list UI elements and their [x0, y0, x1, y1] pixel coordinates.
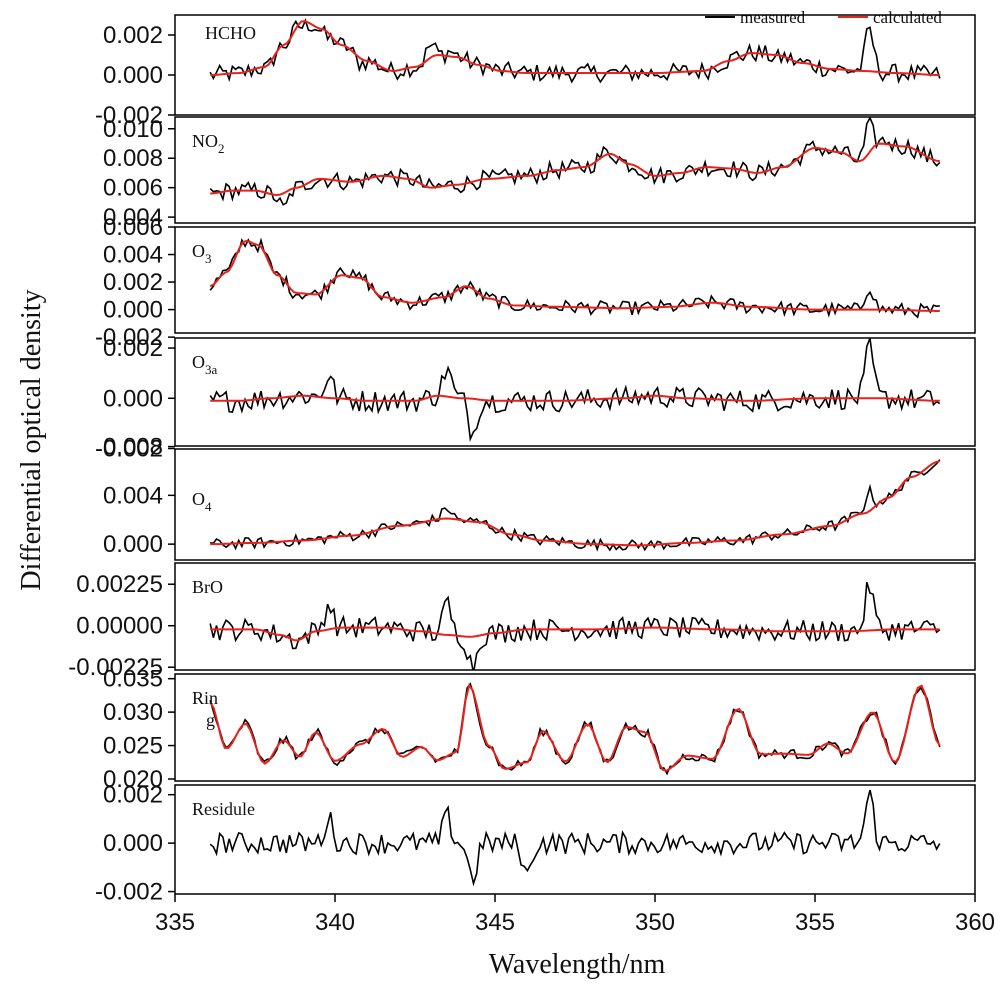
panel-label-3: O3a [192, 352, 218, 377]
y-tick-label-0-0: -0.002 [95, 102, 163, 129]
series-measured-5 [209, 581, 941, 670]
series-measured-2 [209, 237, 940, 319]
legend: measured calculated [705, 8, 942, 27]
panel-4: 0.000 0.004 0.008 O4 [103, 434, 976, 561]
legend-calculated-label: calculated [873, 8, 942, 27]
y-tick-label-1-0: 0.004 [103, 204, 163, 231]
y-tick-label-1-1: 0.006 [103, 175, 163, 202]
panel-frame-3 [174, 337, 976, 447]
panel-5: -0.00225 0.00000 0.00225 BrO [68, 562, 976, 681]
panel-frame-6 [174, 673, 976, 782]
x-tick-label-5: 360 [955, 909, 995, 936]
series-calculated-6 [209, 683, 941, 772]
x-tick-label-0: 335 [155, 909, 195, 936]
series-calculated-2 [209, 239, 940, 312]
series-measured-3 [209, 338, 941, 442]
y-tick-label-4-1: 0.004 [103, 482, 163, 509]
y-tick-label-3-0: -0.002 [95, 436, 163, 463]
x-axis: 335 340 345 350 355 360 [155, 894, 995, 936]
panel-frame-4 [174, 448, 976, 561]
panel-7: -0.002 0.000 0.002 Residule [95, 782, 976, 906]
x-tick-label-2: 345 [475, 909, 515, 936]
panel-label-sub-3: 3a [205, 362, 218, 377]
panel-label-sub-2: 3 [205, 251, 212, 266]
panel-0: -0.002 0.000 0.002 HCHO [95, 14, 976, 129]
y-tick-label-2-4: 0.006 [103, 214, 163, 241]
y-tick-label-4-2: 0.008 [103, 434, 163, 461]
y-tick-label-2-0: -0.002 [95, 324, 163, 351]
x-axis-label: Wavelength/nm [489, 949, 666, 980]
series-calculated-1 [210, 142, 940, 197]
series-calculated-5 [210, 626, 940, 642]
y-tick-label-6-3: 0.035 [103, 666, 163, 693]
series-calculated-3 [210, 394, 940, 402]
panel-frame-7 [174, 784, 976, 895]
legend-measured-label: measured [740, 8, 806, 27]
y-tick-label-1-3: 0.010 [103, 116, 163, 143]
series-measured-7 [209, 789, 941, 887]
x-tick-label-3: 350 [635, 909, 675, 936]
y-tick-label-5-1: 0.00000 [76, 613, 163, 640]
panel-label-line2-6: g [206, 710, 215, 730]
series-measured-6 [209, 682, 941, 776]
y-tick-label-4-0: 0.000 [103, 531, 163, 558]
y-tick-label-7-2: 0.002 [103, 782, 163, 809]
panel-frame-0 [174, 14, 976, 116]
panel-label-0: HCHO [205, 23, 256, 43]
panel-frame-1 [174, 116, 976, 224]
panel-label-sub-4: 4 [205, 499, 212, 514]
panel-frame-2 [174, 226, 976, 334]
y-tick-label-2-1: 0.000 [103, 297, 163, 324]
x-tick-label-4: 355 [795, 909, 835, 936]
panel-label-7: Residule [192, 799, 255, 819]
y-tick-label-3-2: 0.002 [103, 335, 163, 362]
y-tick-label-7-0: -0.002 [95, 879, 163, 906]
y-tick-label-7-1: 0.000 [103, 830, 163, 857]
panel-label-5: BrO [192, 577, 223, 597]
y-axis-label: Differential optical density [16, 289, 47, 590]
y-tick-label-2-3: 0.004 [103, 242, 163, 269]
panel-frame-5 [174, 562, 976, 671]
series-calculated-4 [210, 460, 940, 547]
y-tick-label-0-1: 0.000 [103, 62, 163, 89]
y-tick-label-3-1: 0.000 [103, 385, 163, 412]
series-measured-4 [210, 459, 941, 552]
panel-label-sub-1: 2 [218, 141, 225, 156]
y-tick-label-0-2: 0.002 [103, 22, 163, 49]
series-calculated-0 [210, 20, 940, 76]
y-tick-label-1-2: 0.008 [103, 145, 163, 172]
panel-label-4: O4 [192, 489, 212, 514]
y-tick-label-5-2: 0.00225 [76, 571, 163, 598]
panel-label-2: O3 [192, 241, 212, 266]
panel-3: -0.002 0.000 0.002 O3a [95, 335, 976, 463]
y-tick-label-5-0: -0.00225 [68, 654, 163, 681]
series-measured-1 [209, 117, 941, 206]
panel-label-1: NO2 [192, 131, 225, 156]
y-tick-label-6-1: 0.025 [103, 733, 163, 760]
x-tick-label-1: 340 [315, 909, 355, 936]
y-tick-label-6-2: 0.030 [103, 699, 163, 726]
y-tick-label-6-0: 0.020 [103, 766, 163, 793]
panel-label-6: Rin [192, 688, 218, 708]
y-tick-label-2-2: 0.002 [103, 269, 163, 296]
